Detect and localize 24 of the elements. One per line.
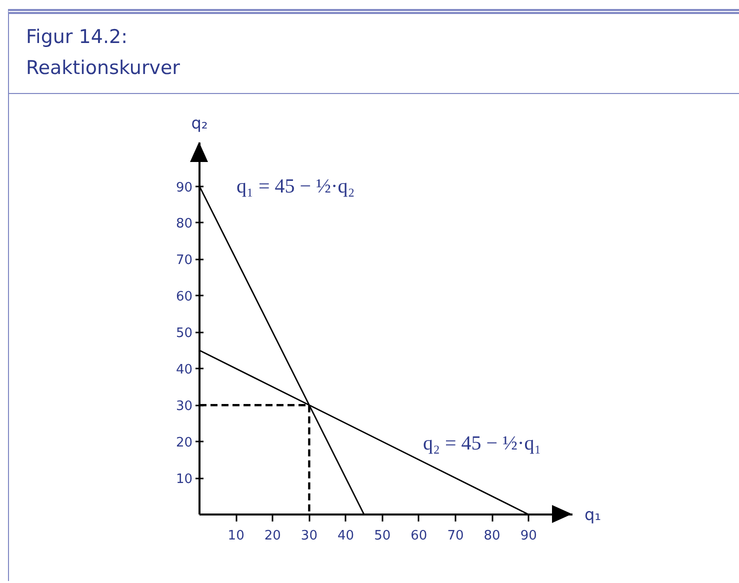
y-axis-title: q₂: [191, 114, 208, 132]
chart-subtitle: Reaktionskurver: [26, 57, 180, 79]
x-tick-label: 20: [264, 528, 281, 544]
y-tick-label: 10: [176, 472, 193, 488]
y-tick-label: 80: [176, 216, 193, 232]
x-axis-title: q₁: [584, 505, 602, 524]
y-tick-label: 40: [176, 362, 193, 378]
chart-title: Figur 14.2:: [26, 26, 128, 48]
x-tick-label: 30: [300, 528, 318, 544]
y-tick-label: 30: [176, 399, 193, 414]
x-tick-label: 90: [520, 528, 537, 544]
x-tick-label: 60: [410, 528, 428, 544]
x-tick-label: 40: [338, 528, 354, 544]
y-tick-label: 90: [176, 180, 193, 196]
annotation: q₂ = 45 − ½·q₁: [423, 432, 542, 454]
x-tick-label: 50: [374, 528, 391, 544]
x-tick-label: 70: [447, 528, 464, 544]
annotation: q₁ = 45 − ½·q₂: [236, 175, 355, 198]
x-tick-label: 10: [228, 528, 244, 544]
y-tick-label: 50: [176, 326, 193, 342]
y-tick-label: 60: [176, 290, 193, 305]
x-tick-label: 80: [484, 528, 500, 544]
y-tick-label: 70: [176, 253, 193, 268]
y-tick-label: 20: [176, 436, 193, 451]
